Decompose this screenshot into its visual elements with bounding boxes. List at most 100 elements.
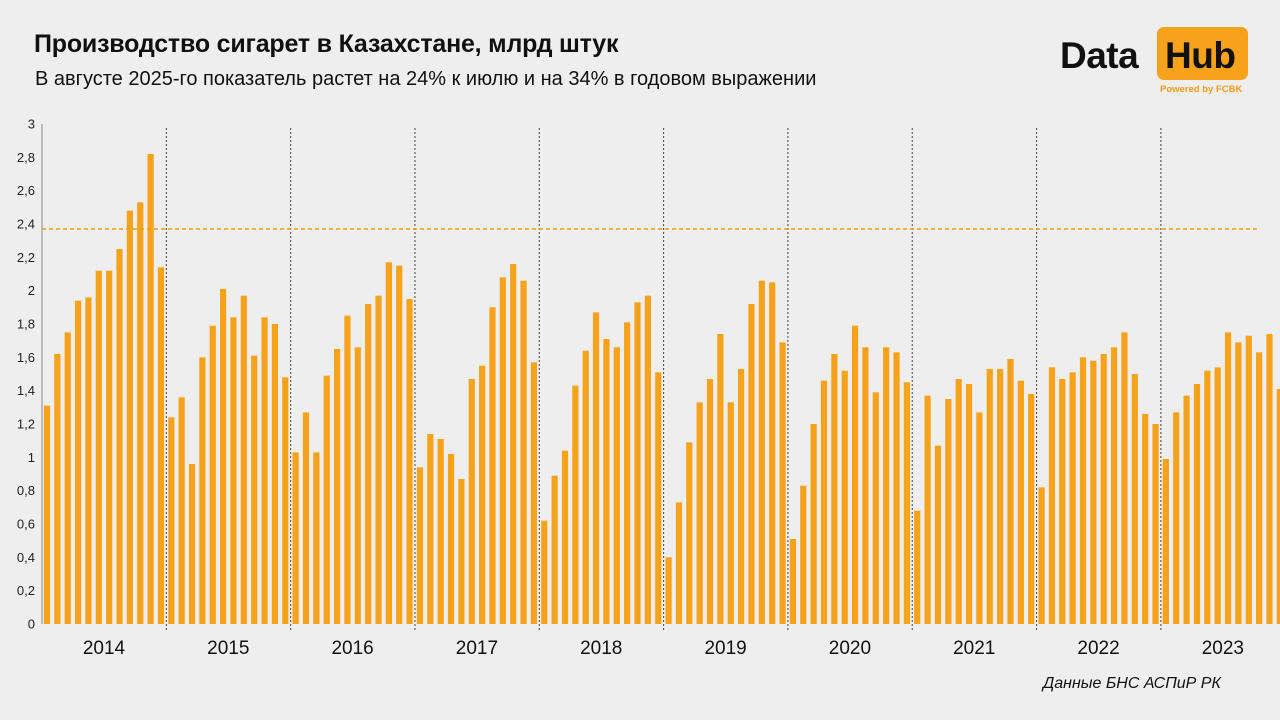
bar (551, 475, 558, 624)
bar (592, 312, 600, 624)
x-year-label: 2023 (1202, 638, 1244, 659)
data-source-note: Данные БНС АСПиР РК (1043, 675, 1221, 692)
bar (665, 557, 672, 624)
bar (738, 369, 745, 624)
bar (323, 375, 330, 624)
bar (1245, 335, 1252, 624)
y-tick-label: 1,4 (17, 383, 35, 398)
bar (1276, 389, 1280, 624)
bar (188, 464, 196, 624)
bar (655, 372, 662, 624)
bar (251, 355, 258, 624)
bar (810, 424, 817, 624)
bar (396, 265, 403, 624)
bar (313, 452, 320, 624)
bar (344, 315, 351, 624)
bar (903, 382, 910, 624)
bar (572, 385, 579, 624)
bar (43, 405, 51, 624)
x-year-label: 2014 (83, 638, 126, 659)
bar (914, 510, 921, 624)
bar (365, 304, 372, 624)
bar (1017, 380, 1024, 624)
bar (416, 467, 424, 624)
y-tick-label: 2,6 (17, 183, 35, 198)
bar (758, 280, 765, 624)
bar (613, 347, 620, 624)
bar (706, 379, 714, 624)
bar (675, 502, 683, 624)
bar (1100, 354, 1107, 624)
y-tick-label: 1,6 (17, 350, 35, 365)
bar (1152, 424, 1159, 624)
logo-text-right: Hub (1165, 35, 1236, 76)
bar (851, 325, 859, 624)
bar (209, 325, 216, 624)
bar (437, 439, 444, 624)
bar (872, 392, 879, 624)
bar (1038, 487, 1045, 624)
bar (499, 277, 506, 624)
y-tick-label: 0 (28, 617, 35, 632)
x-year-label: 2018 (580, 638, 622, 659)
bar (1007, 359, 1014, 624)
bar (1131, 374, 1138, 624)
bar (644, 295, 651, 624)
bar (271, 324, 279, 624)
bar (934, 445, 942, 624)
x-year-label: 2015 (207, 638, 249, 659)
bar (924, 395, 931, 624)
bar (727, 402, 734, 624)
bar (178, 397, 185, 624)
bar (261, 317, 268, 624)
bar (406, 299, 413, 624)
x-year-label: 2017 (456, 638, 498, 659)
bar (769, 282, 776, 624)
bar (220, 289, 227, 624)
x-year-label: 2021 (953, 638, 995, 659)
bar (95, 270, 102, 624)
y-tick-label: 1 (28, 450, 35, 465)
bar (955, 379, 962, 624)
bar (1224, 332, 1232, 624)
logo-text-left: Data (1060, 35, 1139, 76)
bar (427, 434, 434, 624)
bar (1048, 367, 1056, 624)
bar (137, 202, 144, 624)
bar (893, 352, 900, 624)
bar (603, 339, 610, 624)
bar (1173, 412, 1180, 624)
bar (696, 402, 703, 624)
bar (1183, 395, 1190, 624)
bar (1266, 334, 1273, 624)
bar (302, 412, 310, 624)
bar (168, 417, 175, 624)
bar (1028, 394, 1035, 624)
bar (717, 334, 724, 624)
bar (1235, 342, 1242, 624)
y-tick-label: 3 (28, 117, 35, 132)
bar (157, 267, 165, 624)
bar (789, 539, 797, 624)
bar (385, 262, 392, 624)
bar (831, 354, 838, 624)
x-year-label: 2022 (1077, 638, 1119, 659)
bar (1142, 414, 1149, 624)
bar (230, 317, 237, 624)
chart-title: Производство сигарет в Казахстане, млрд … (34, 30, 619, 58)
bar (64, 332, 71, 624)
y-tick-label: 0,6 (17, 517, 35, 532)
y-tick-label: 0,4 (17, 550, 35, 565)
bar (1110, 347, 1118, 624)
y-tick-label: 0,8 (17, 483, 35, 498)
bar (1193, 384, 1201, 624)
bar (624, 322, 631, 624)
bar (147, 154, 154, 624)
bar (74, 300, 82, 624)
bar (1090, 360, 1097, 624)
bar (458, 479, 465, 624)
bar (800, 485, 807, 624)
bar (510, 264, 517, 624)
bar (1121, 332, 1128, 624)
